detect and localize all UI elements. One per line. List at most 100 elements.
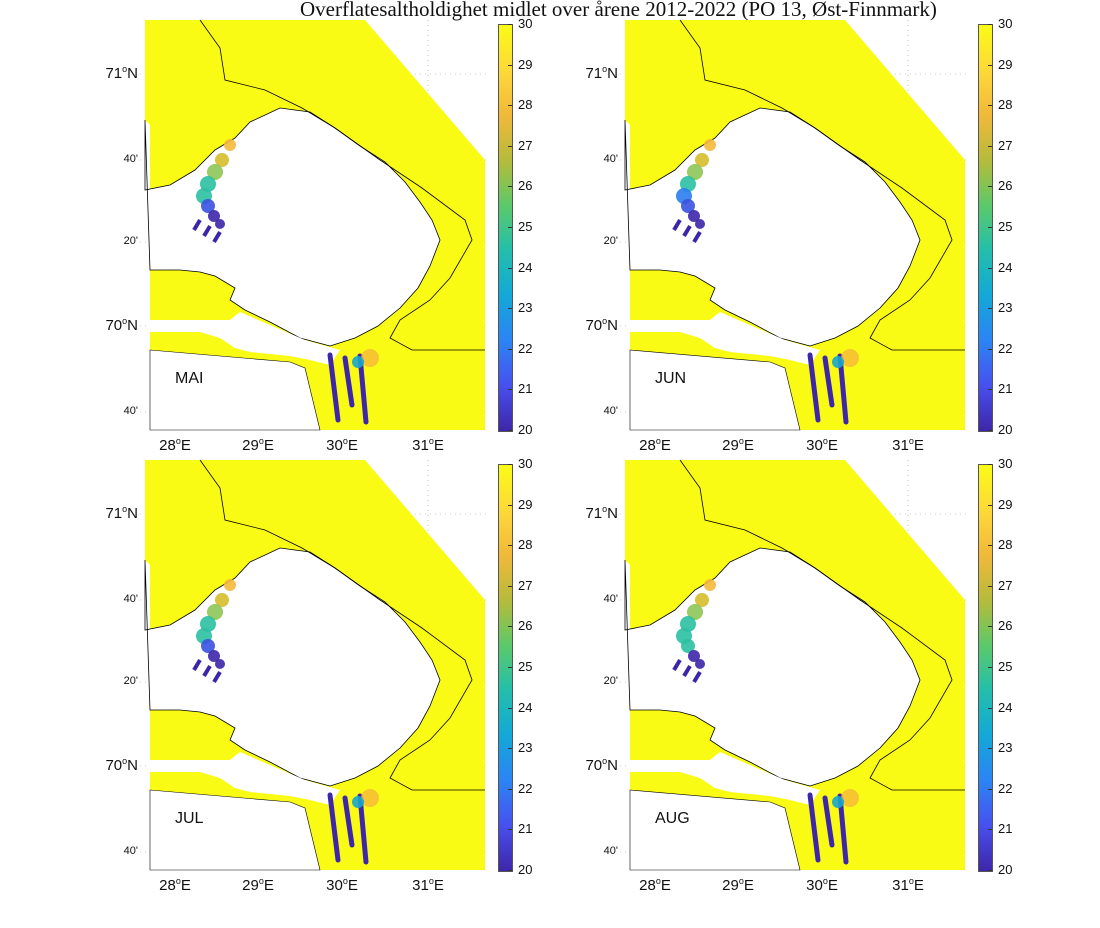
colorbar-tick-label: 24 bbox=[998, 699, 1013, 715]
low-salinity-patch bbox=[687, 604, 703, 620]
colorbar-tick-label: 22 bbox=[998, 780, 1013, 796]
colorbar-tick bbox=[508, 64, 512, 66]
low-salinity-patch bbox=[688, 210, 700, 222]
lat-tick-label: 40' bbox=[123, 845, 138, 857]
colorbar-tick bbox=[988, 267, 992, 269]
border-line bbox=[679, 459, 965, 791]
lon-tick-label: 28oE bbox=[639, 436, 671, 454]
lat-tick-label: 40' bbox=[123, 153, 138, 165]
lon-tick-label: 29oE bbox=[722, 436, 754, 454]
fjord-branch bbox=[672, 658, 682, 672]
lon-tick-label: 29oE bbox=[242, 436, 274, 454]
land-mass-south bbox=[630, 312, 820, 365]
colorbar-tick bbox=[988, 308, 992, 310]
lat-tick-label: 70oN bbox=[105, 756, 138, 774]
colorbar-tick-label: 26 bbox=[518, 178, 533, 194]
low-salinity-patch bbox=[224, 579, 236, 591]
colorbar-tick bbox=[508, 105, 512, 107]
low-salinity-patch bbox=[201, 639, 215, 653]
fjord-branch bbox=[682, 664, 692, 678]
lat-tick-label: 40' bbox=[123, 593, 138, 605]
colorbar-tick bbox=[988, 105, 992, 107]
colorbar-tick-label: 29 bbox=[518, 496, 533, 512]
lon-tick-label: 30oE bbox=[806, 876, 838, 894]
fjord-branch bbox=[327, 792, 341, 863]
colorbar-tick-label: 28 bbox=[518, 537, 533, 553]
colorbar-tick bbox=[508, 348, 512, 350]
land-mass-south bbox=[149, 349, 321, 431]
colorbar-tick bbox=[508, 748, 512, 750]
low-salinity-patch bbox=[224, 139, 236, 151]
fjord-branch bbox=[202, 224, 212, 238]
month-label: JUL bbox=[175, 810, 204, 827]
fjord-branch bbox=[692, 230, 702, 244]
lat-tick-label: 20' bbox=[123, 675, 138, 687]
fjord-branch bbox=[822, 355, 835, 408]
colorbar-tick-label: 30 bbox=[518, 456, 533, 471]
colorbar-tick-label: 25 bbox=[518, 219, 533, 234]
colorbar-tick-label: 24 bbox=[518, 699, 533, 715]
colorbar-tick bbox=[988, 64, 992, 66]
colorbar-tick bbox=[508, 308, 512, 310]
lat-tick-label: 40' bbox=[603, 153, 618, 165]
colorbar-tick-label: 23 bbox=[518, 300, 533, 316]
colorbar-tick bbox=[508, 626, 512, 628]
month-label: MAI bbox=[175, 370, 204, 387]
fjord-branch bbox=[692, 670, 702, 684]
colorbar-tick bbox=[988, 464, 992, 465]
salinity-map bbox=[620, 19, 970, 431]
lat-tick-label: 40' bbox=[603, 405, 618, 417]
fjord-branch bbox=[212, 670, 222, 684]
colorbar-tick-label: 22 bbox=[998, 340, 1013, 356]
colorbar-tick bbox=[508, 24, 512, 25]
low-salinity-patch bbox=[215, 219, 225, 229]
lat-tick-label: 71oN bbox=[585, 504, 618, 522]
colorbar-tick bbox=[508, 667, 512, 668]
colorbar-tick-label: 23 bbox=[998, 300, 1013, 316]
month-label: AUG bbox=[655, 810, 690, 827]
colorbar-tick bbox=[508, 267, 512, 269]
low-salinity-patch bbox=[208, 210, 220, 222]
low-salinity-patch bbox=[352, 356, 364, 368]
colorbar bbox=[978, 464, 993, 872]
colorbar-tick bbox=[508, 227, 512, 228]
low-salinity-patch bbox=[215, 153, 229, 167]
lat-tick-label: 40' bbox=[123, 405, 138, 417]
low-salinity-patch bbox=[688, 650, 700, 662]
colorbar-tick-label: 27 bbox=[998, 137, 1013, 153]
salinity-map bbox=[140, 459, 490, 871]
colorbar-tick-label: 28 bbox=[518, 97, 533, 113]
lat-tick-label: 71oN bbox=[105, 64, 138, 82]
fjord-branch bbox=[807, 352, 821, 423]
colorbar-tick bbox=[508, 430, 512, 431]
land-mass-south bbox=[150, 752, 340, 805]
low-salinity-patch bbox=[695, 659, 705, 669]
fjord-branch bbox=[682, 224, 692, 238]
colorbar-tick-label: 30 bbox=[518, 16, 533, 31]
low-salinity-patch bbox=[681, 639, 695, 653]
colorbar-tick-label: 25 bbox=[518, 659, 533, 674]
lat-tick-label: 70oN bbox=[105, 316, 138, 334]
low-salinity-patch bbox=[687, 164, 703, 180]
lat-tick-label: 40' bbox=[603, 845, 618, 857]
colorbar bbox=[498, 24, 513, 432]
colorbar-tick bbox=[988, 748, 992, 750]
land-mass-south bbox=[629, 349, 801, 431]
lat-tick-label: 71oN bbox=[585, 64, 618, 82]
colorbar-tick-label: 23 bbox=[998, 740, 1013, 756]
colorbar-tick-label: 28 bbox=[998, 97, 1013, 113]
fjord-branch bbox=[807, 792, 821, 863]
low-salinity-patch bbox=[704, 579, 716, 591]
colorbar-tick-label: 24 bbox=[518, 259, 533, 275]
lon-tick-label: 31oE bbox=[892, 436, 924, 454]
colorbar-tick-label: 27 bbox=[998, 577, 1013, 593]
low-salinity-patch bbox=[208, 650, 220, 662]
low-salinity-patch bbox=[695, 219, 705, 229]
low-salinity-patch bbox=[681, 199, 695, 213]
low-salinity-patch bbox=[215, 659, 225, 669]
lon-tick-label: 29oE bbox=[722, 876, 754, 894]
colorbar-tick bbox=[988, 626, 992, 628]
low-salinity-patch bbox=[832, 356, 844, 368]
colorbar-tick-label: 24 bbox=[998, 259, 1013, 275]
colorbar-tick-label: 22 bbox=[518, 780, 533, 796]
